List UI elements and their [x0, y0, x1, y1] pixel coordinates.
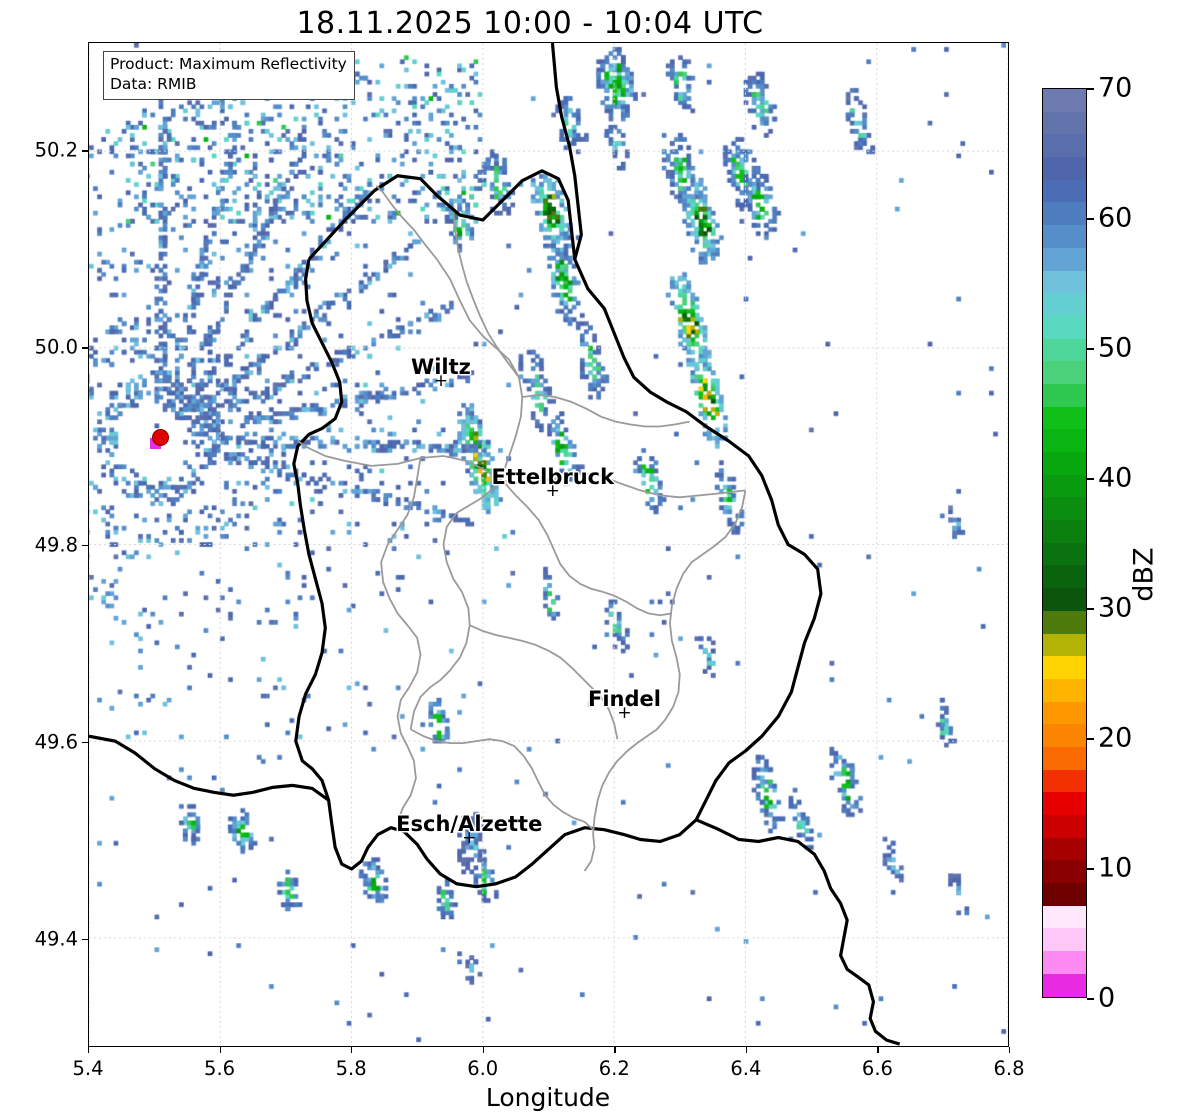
colorbar-tick-label-4: 40	[1098, 462, 1133, 494]
product-info-box: Product: Maximum Reflectivity Data: RMIB	[103, 51, 355, 100]
data-source-line: Data: RMIB	[110, 74, 197, 93]
colorbar-tick-label-2: 20	[1098, 722, 1133, 754]
colorbar-tick-label-6: 60	[1098, 202, 1133, 234]
x-tick-label-7: 6.8	[993, 1057, 1025, 1080]
page-title: 18.11.2025 10:00 - 10:04 UTC	[296, 6, 764, 41]
colorbar-band-29	[1043, 746, 1086, 770]
colorbar-band-5	[1043, 202, 1086, 226]
x-tick	[88, 1047, 90, 1053]
x-tick-label-5: 6.4	[730, 1057, 762, 1080]
x-tick-label-4: 6.2	[598, 1057, 630, 1080]
colorbar-band-16	[1043, 452, 1086, 475]
colorbar-tick	[1087, 218, 1094, 220]
x-tick	[1009, 1047, 1011, 1053]
colorbar-tick	[1087, 88, 1094, 90]
colorbar-band-38	[1043, 951, 1086, 974]
colorbar-band-23	[1043, 610, 1086, 634]
colorbar-band-12	[1043, 361, 1086, 384]
colorbar-band-22	[1043, 588, 1086, 611]
colorbar-tick	[1087, 738, 1094, 740]
colorbar-band-3	[1043, 157, 1086, 180]
colorbar-band-27	[1043, 701, 1086, 725]
y-tick	[82, 741, 88, 743]
x-tick	[482, 1047, 484, 1053]
x-tick-label-0: 5.4	[72, 1057, 104, 1080]
y-tick	[82, 150, 88, 152]
y-tick-label-2: 49.8	[34, 533, 78, 556]
colorbar-band-6	[1043, 225, 1086, 248]
colorbar-tick-label-5: 50	[1098, 332, 1133, 364]
colorbar-band-11	[1043, 338, 1086, 362]
colorbar-tick	[1087, 608, 1094, 610]
colorbar-band-19	[1043, 520, 1086, 543]
colorbar-tick	[1087, 478, 1094, 480]
colorbar-band-15	[1043, 429, 1086, 452]
colorbar-band-39	[1043, 973, 1086, 997]
radar-plot-area[interactable]: Product: Maximum Reflectivity Data: RMIB…	[88, 42, 1009, 1047]
y-tick	[82, 347, 88, 349]
colorbar-band-9	[1043, 293, 1086, 316]
y-tick	[82, 544, 88, 546]
colorbar-tick-label-0: 0	[1098, 982, 1116, 1014]
colorbar-band-10	[1043, 315, 1086, 339]
x-tick-label-3: 6.0	[467, 1057, 499, 1080]
colorbar-band-25	[1043, 656, 1086, 679]
colorbar-band-7	[1043, 247, 1086, 271]
colorbar-band-26	[1043, 678, 1086, 702]
colorbar[interactable]: 0 10 20 30 40 50 60 70	[1042, 73, 1132, 1014]
colorbar-band-21	[1043, 565, 1086, 589]
colorbar-band-14	[1043, 406, 1086, 430]
colorbar-band-34	[1043, 860, 1086, 884]
colorbar-band-30	[1043, 769, 1086, 793]
radar-site-dot	[151, 429, 169, 447]
colorbar-tick-label-7: 70	[1098, 72, 1133, 104]
map-overlay-layer	[89, 43, 1008, 1046]
product-line: Product: Maximum Reflectivity	[110, 55, 347, 73]
colorbar-band-24	[1043, 633, 1086, 657]
colorbar-band-37	[1043, 928, 1086, 952]
colorbar-band-17	[1043, 474, 1086, 498]
colorbar-band-33	[1043, 837, 1086, 861]
colorbar-tick	[1087, 868, 1094, 870]
colorbar-band-1	[1043, 111, 1086, 135]
x-tick	[614, 1047, 616, 1053]
colorbar-band-4	[1043, 179, 1086, 203]
x-tick-label-2: 5.8	[335, 1057, 367, 1080]
colorbar-band-32	[1043, 815, 1086, 838]
colorbar-band-0	[1043, 89, 1086, 112]
x-tick	[351, 1047, 353, 1053]
y-tick	[82, 938, 88, 940]
y-tick-label-4: 50.2	[34, 138, 78, 162]
colorbar-band-8	[1043, 270, 1086, 294]
y-tick-label-1: 49.6	[34, 730, 78, 754]
x-tick	[219, 1047, 221, 1053]
colorbar-tick-label-3: 30	[1098, 592, 1133, 624]
colorbar-tick	[1087, 348, 1094, 350]
y-tick-label-0: 49.4	[34, 927, 78, 951]
x-tick	[745, 1047, 748, 1053]
x-axis-label: Longitude	[485, 1083, 611, 1112]
x-tick	[877, 1047, 879, 1053]
colorbar-gradient	[1042, 88, 1087, 998]
colorbar-band-36	[1043, 905, 1086, 929]
colorbar-band-31	[1043, 792, 1086, 815]
colorbar-tick	[1087, 998, 1094, 1000]
colorbar-tick-label-1: 10	[1098, 852, 1133, 884]
y-tick-label-3: 50.0	[34, 335, 78, 359]
colorbar-band-28	[1043, 724, 1086, 747]
colorbar-band-35	[1043, 883, 1086, 906]
x-tick-label-6: 6.6	[861, 1057, 893, 1080]
colorbar-label: dBZ	[1128, 547, 1160, 602]
colorbar-band-13	[1043, 383, 1086, 407]
x-tick-label-1: 5.6	[204, 1057, 236, 1080]
colorbar-band-18	[1043, 497, 1086, 521]
colorbar-band-20	[1043, 542, 1086, 566]
colorbar-band-2	[1043, 134, 1086, 158]
